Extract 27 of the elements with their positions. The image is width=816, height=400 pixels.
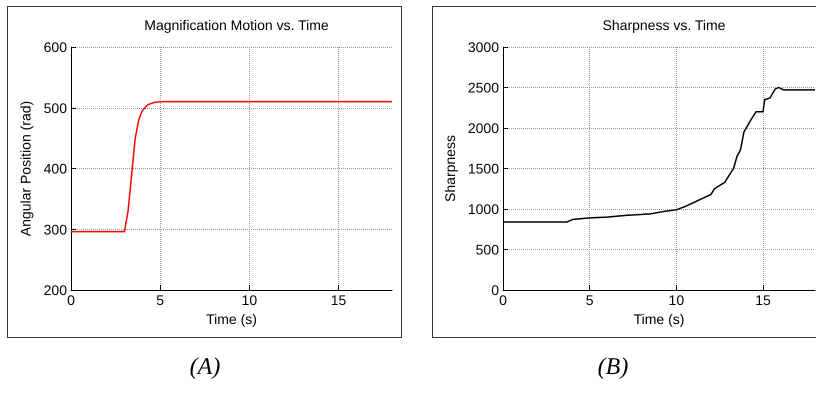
x-tick-label: 5: [586, 292, 594, 308]
y-tick-label: 0: [491, 282, 500, 298]
y-tick-label: 500: [44, 100, 68, 116]
y-tick-label: 1500: [468, 160, 500, 176]
x-tick-label: 5: [156, 292, 164, 308]
y-tick-label: 3000: [468, 39, 500, 55]
y-tick-label: 300: [44, 221, 68, 238]
chart-title: Magnification Motion vs. Time: [144, 17, 329, 33]
y-tick-label: 500: [476, 242, 500, 258]
y-tick-label: 1000: [468, 201, 500, 217]
chart-title: Sharpness vs. Time: [602, 17, 726, 33]
y-tick-label: 2000: [468, 120, 500, 136]
y-tick-label: 600: [44, 39, 68, 55]
x-axis-title: Time (s): [206, 310, 257, 327]
y-axis-title: Sharpness: [442, 135, 458, 202]
text: (B): [598, 354, 628, 380]
x-tick-label: 10: [668, 292, 684, 308]
text: (A): [190, 354, 220, 380]
line-series: [70, 100, 393, 232]
y-axis-title: Angular Position (rad): [18, 100, 34, 236]
y-tick-label: 200: [44, 282, 68, 298]
y-tick-label: 400: [44, 160, 68, 176]
x-axis-title: Time (s): [634, 310, 684, 327]
x-tick-label: 15: [755, 292, 771, 308]
x-tick-label: 10: [242, 292, 258, 308]
y-tick-label: 2500: [468, 80, 500, 96]
x-tick-label: 15: [330, 292, 346, 308]
